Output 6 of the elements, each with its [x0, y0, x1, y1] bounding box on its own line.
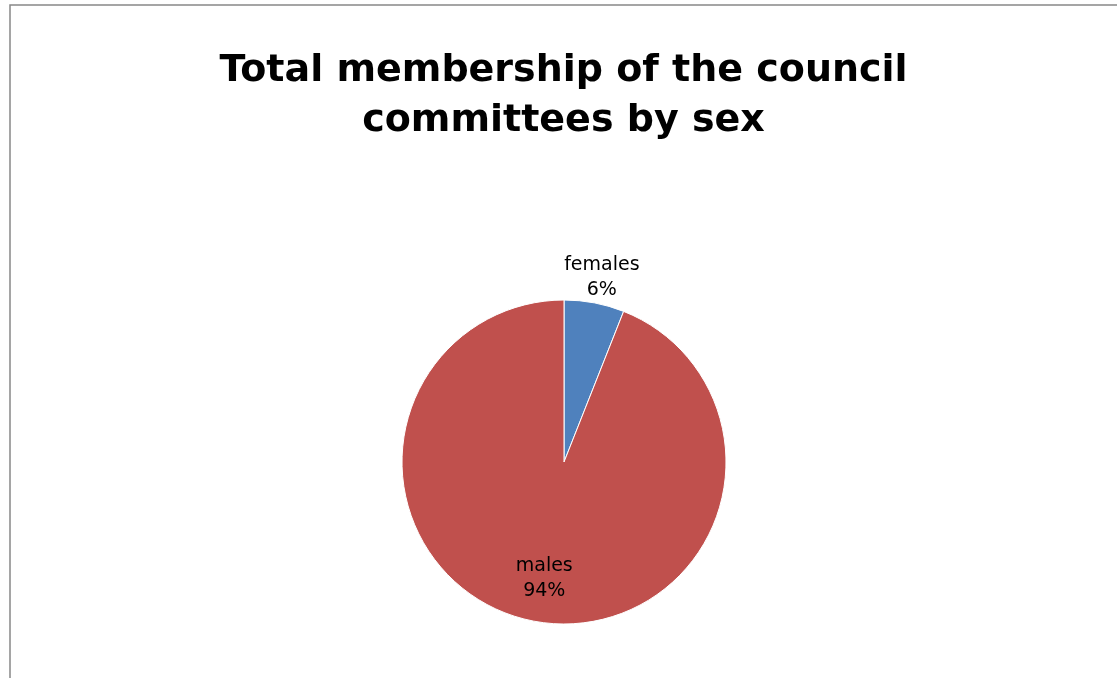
data-label: 6%: [586, 276, 617, 299]
slice-label: males: [515, 553, 573, 576]
chart-title: Total membership of the council committees by sex: [219, 46, 908, 140]
data-label: 94%: [523, 578, 566, 601]
pie-slice: [401, 299, 727, 625]
slice-label: females: [564, 251, 640, 274]
